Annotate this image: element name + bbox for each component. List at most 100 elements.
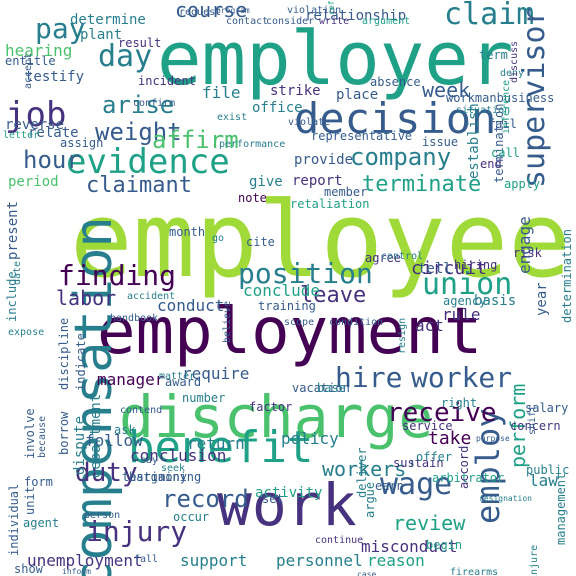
cloud-word: activity <box>255 485 323 501</box>
cloud-word: affirm <box>152 126 239 154</box>
cloud-word: incident <box>138 74 196 88</box>
cloud-word: claim <box>444 0 535 32</box>
cloud-word: personnel <box>276 551 363 570</box>
cloud-word: plant <box>80 27 123 43</box>
cloud-word: basis <box>474 293 517 309</box>
cloud-word: injury <box>86 515 188 548</box>
cloud-word: inform <box>62 567 91 576</box>
cloud-word: retaliation <box>290 197 370 211</box>
cloud-word: hire <box>335 361 403 394</box>
cloud-word: circuit <box>411 258 487 279</box>
cloud-word: act <box>415 316 444 335</box>
cloud-word: matter <box>159 371 196 382</box>
cloud-word: hiring <box>454 258 498 272</box>
cloud-word: contend <box>120 405 163 416</box>
cloud-word: continue <box>315 535 364 546</box>
cloud-word: arbitrator <box>432 471 505 485</box>
cloud-word: year <box>534 282 550 316</box>
cloud-word: say <box>140 455 159 466</box>
cloud-word: request <box>179 7 222 18</box>
cloud-word: resignation <box>479 494 532 503</box>
cloud-word: support <box>180 551 248 570</box>
cloud-word: determine <box>70 12 146 28</box>
cloud-word: occur <box>173 510 210 524</box>
cloud-word: award <box>165 375 202 389</box>
cloud-word: agree <box>365 251 402 265</box>
cloud-word: finding <box>58 259 177 292</box>
cloud-word: concern <box>510 419 561 433</box>
cloud-word: risk <box>513 246 542 260</box>
cloud-word: benefit <box>128 422 314 473</box>
cloud-word: testify <box>25 69 85 85</box>
cloud-word: labor <box>56 286 117 310</box>
cloud-word: misconduct <box>361 537 458 556</box>
cloud-word: strike <box>270 83 321 99</box>
cloud-word: relate <box>28 125 79 141</box>
cloud-word: confirm <box>133 98 176 109</box>
cloud-word: return <box>187 434 245 453</box>
cloud-word: follow <box>85 431 143 450</box>
cloud-word: receive <box>387 398 497 428</box>
cloud-word: referee <box>327 0 336 15</box>
cloud-word: go <box>212 233 225 244</box>
cloud-word: leave <box>300 283 367 308</box>
cloud-word: performance <box>219 139 286 150</box>
cloud-word: right <box>441 396 478 410</box>
cloud-word: hearing <box>5 41 73 60</box>
cloud-word: employment <box>97 295 483 369</box>
cloud-word: dispute <box>72 415 88 475</box>
cloud-word: month <box>169 225 206 239</box>
cloud-word: argument <box>362 16 411 27</box>
cloud-word: department <box>88 393 104 478</box>
cloud-word: week <box>422 78 471 102</box>
cloud-word: base <box>317 381 346 395</box>
cloud-word: consider <box>266 16 315 27</box>
cloud-word: discipline <box>57 317 71 390</box>
cloud-word: file <box>202 83 241 102</box>
cloud-word: absence <box>370 75 421 89</box>
cloud-word: training <box>258 299 316 313</box>
cloud-word: individual <box>7 483 21 556</box>
cloud-word: injure <box>529 544 540 576</box>
cloud-word: agency <box>443 294 487 308</box>
cloud-word: inference <box>501 79 512 134</box>
cloud-word: require <box>182 364 250 383</box>
cloud-word: call <box>491 146 520 160</box>
cloud-word: worker <box>411 361 513 394</box>
cloud-word: salary <box>525 401 569 415</box>
cloud-word: control <box>381 251 424 262</box>
cloud-word: person <box>84 510 121 521</box>
cloud-word: violate <box>288 117 331 128</box>
cloud-word: claimant <box>86 173 192 198</box>
cloud-word: result <box>118 36 162 50</box>
cloud-word: public <box>526 463 570 477</box>
cloud-word: handbook <box>110 313 159 324</box>
cloud-word: day <box>98 39 153 74</box>
cloud-word: workers' <box>322 457 419 481</box>
cloud-word: fail <box>488 117 517 131</box>
cloud-word: give <box>249 174 283 190</box>
cloud-word: duty <box>75 458 138 488</box>
cloud-word: conduct <box>157 296 225 315</box>
cloud-word: fall <box>134 554 159 565</box>
cloud-word: condition <box>329 317 384 328</box>
cloud-word: exist <box>217 112 248 123</box>
cloud-word: begin <box>426 538 463 552</box>
cloud-word: employee <box>70 179 571 301</box>
cloud-word: situation <box>456 105 511 116</box>
cloud-word: hour <box>23 146 81 174</box>
cloud-word: deny <box>500 68 525 79</box>
cloud-word: course <box>175 0 248 22</box>
cloud-word: accept <box>23 52 34 89</box>
cloud-word: involve <box>23 408 37 459</box>
cloud-word: program <box>216 6 250 15</box>
cloud-word: determination <box>560 229 574 323</box>
cloud-word: reverse <box>5 117 65 133</box>
cloud-word: factor <box>249 400 293 414</box>
cloud-word: offer <box>416 450 453 464</box>
cloud-word: set <box>262 492 284 506</box>
cloud-word: unit <box>23 486 37 515</box>
cloud-word: form <box>24 475 53 489</box>
cloud-word: arise <box>102 91 175 119</box>
